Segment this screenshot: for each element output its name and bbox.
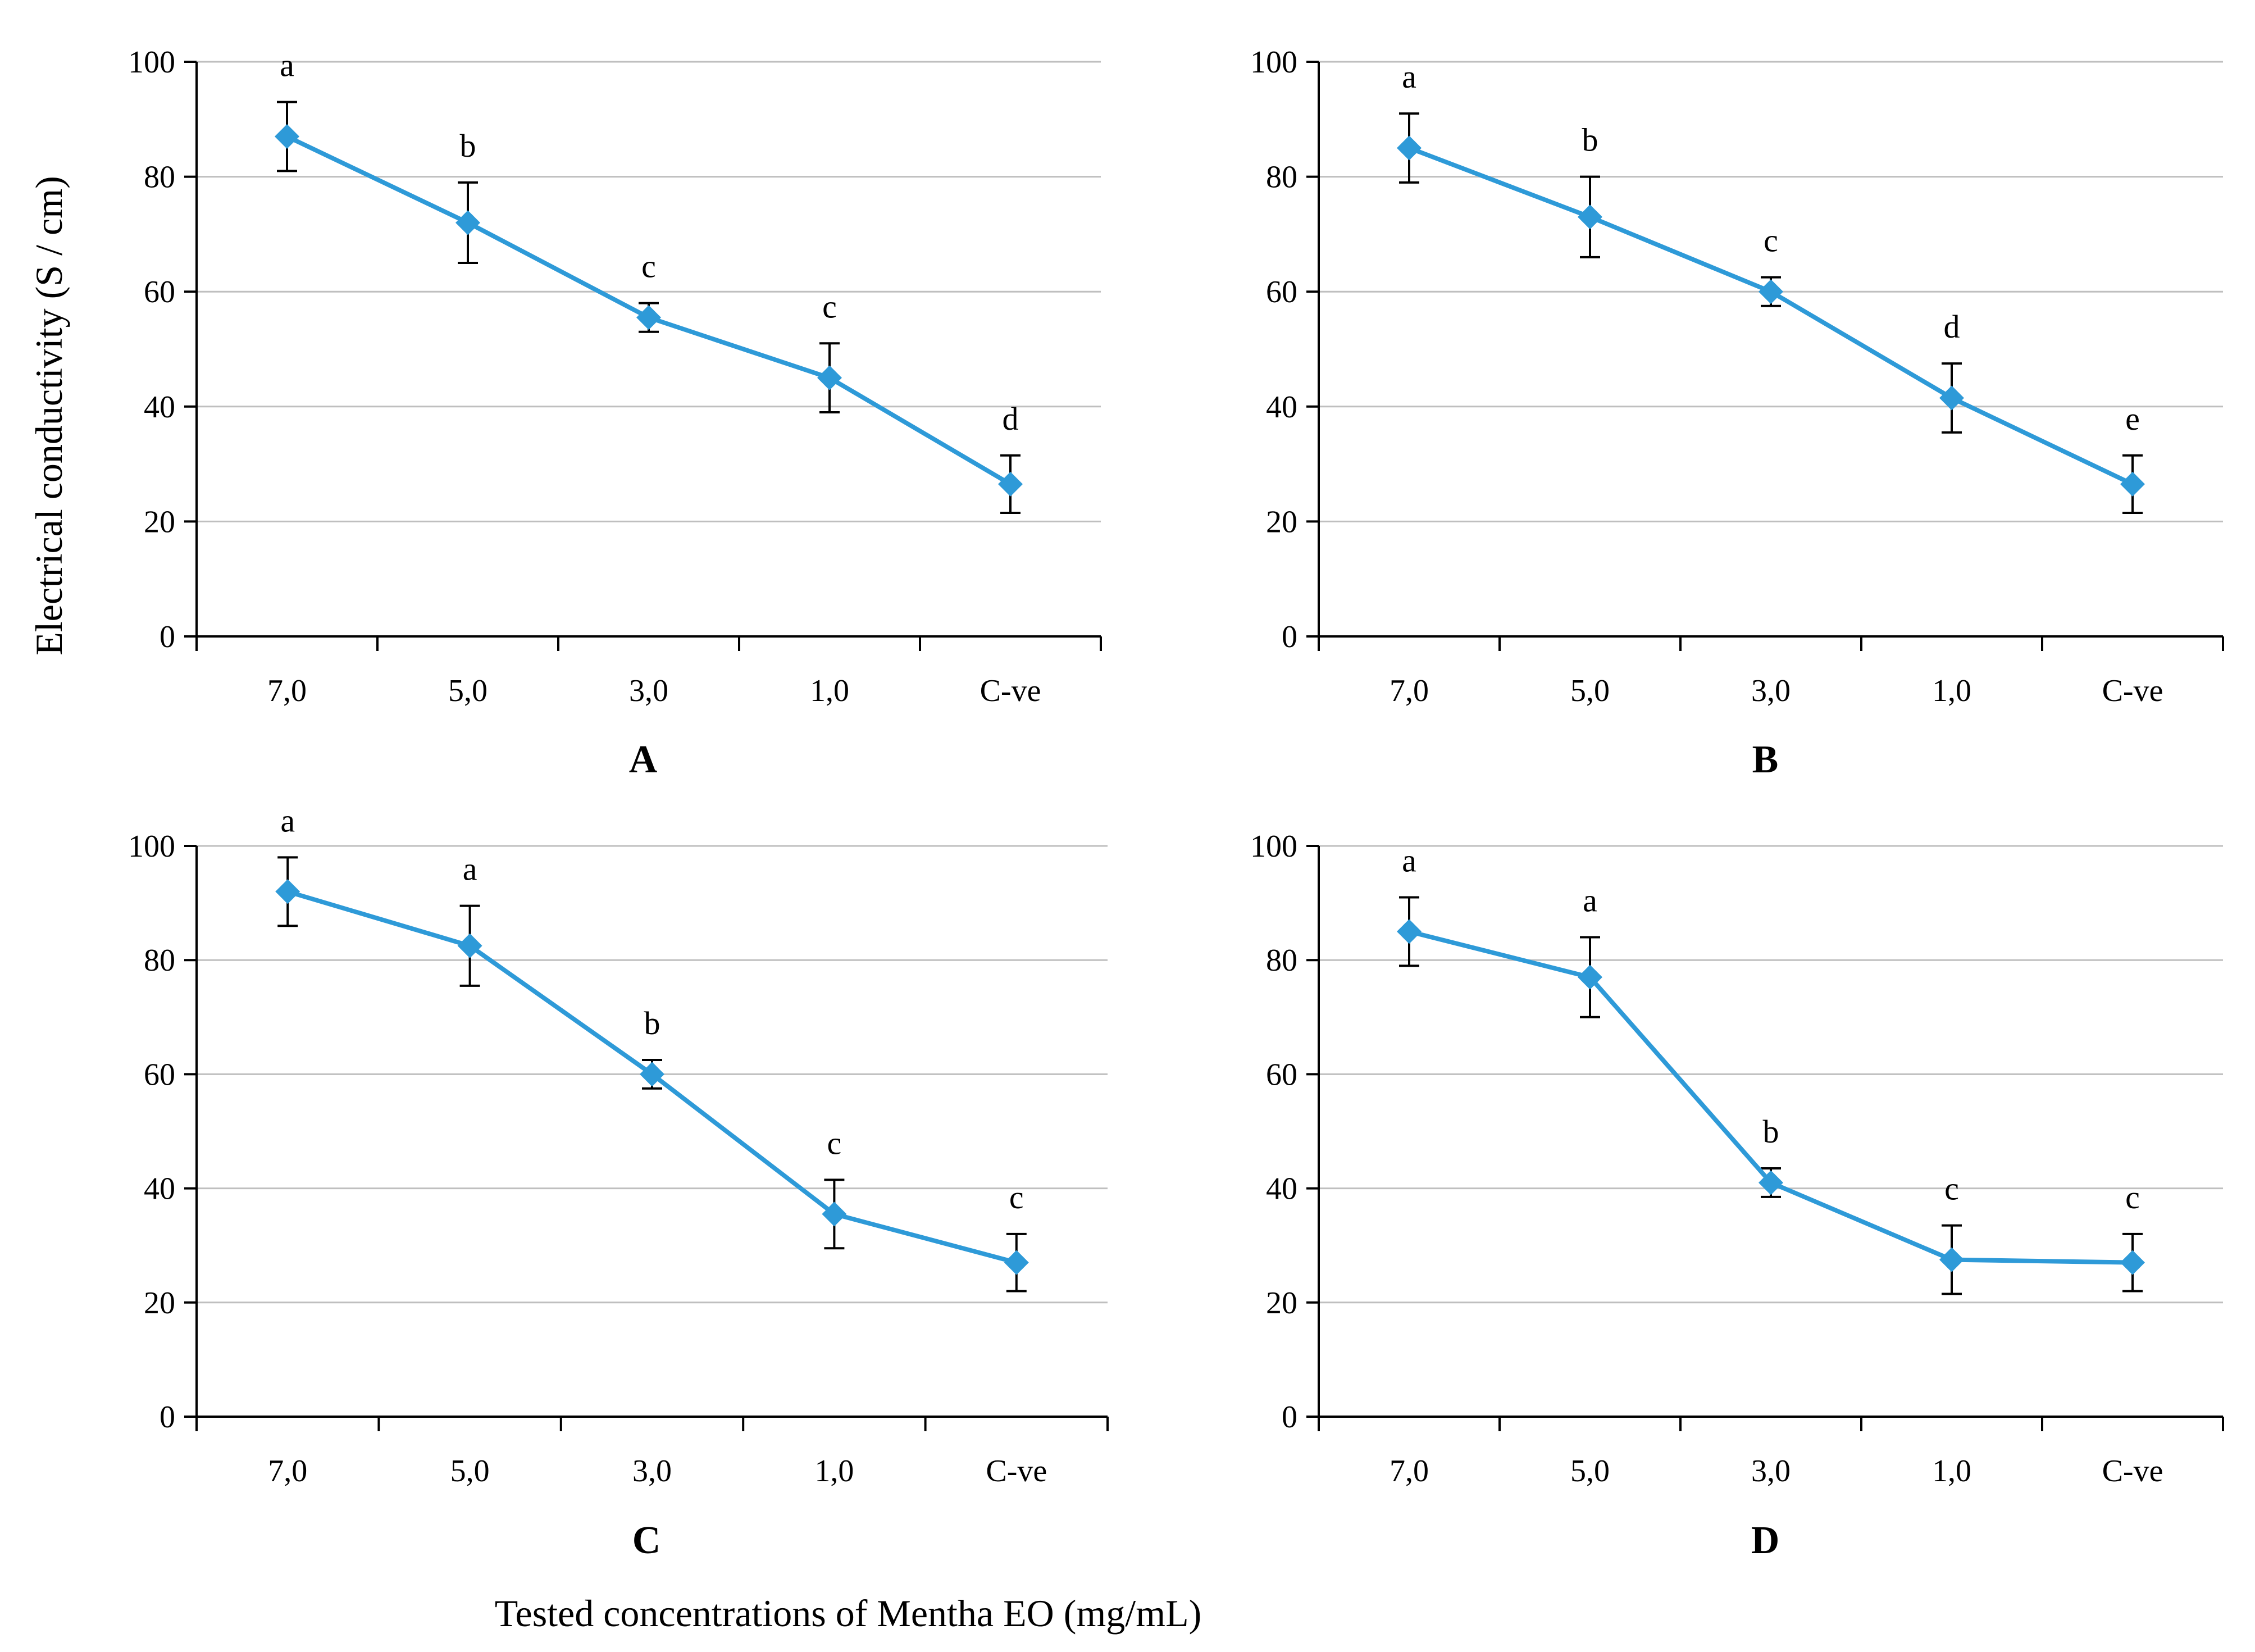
y-tick-label: 100 bbox=[1250, 45, 1297, 80]
data-point bbox=[457, 933, 482, 958]
panels-group: 0 20 40 60 80 100 7,0 5,0 3,0 1,0 C-ve a b c c d A 0 20 40 6… bbox=[128, 45, 2224, 1562]
data-point bbox=[2120, 1250, 2145, 1275]
data-point bbox=[455, 210, 480, 235]
data-point bbox=[1397, 919, 1422, 944]
x-tick-label: C-ve bbox=[2102, 1454, 2163, 1489]
panel-label: A bbox=[629, 738, 658, 781]
data-point bbox=[1004, 1250, 1029, 1275]
significance-label: a bbox=[280, 802, 295, 839]
y-tick-label: 20 bbox=[1266, 504, 1297, 539]
x-tick-label: 3,0 bbox=[1751, 1454, 1791, 1489]
y-tick-label: 60 bbox=[1266, 275, 1297, 310]
data-point bbox=[998, 471, 1023, 497]
panel-b: 0 20 40 60 80 100 7,0 5,0 3,0 1,0 C-ve a b c d e B bbox=[1250, 45, 2224, 781]
x-tick-label: 7,0 bbox=[1390, 673, 1429, 708]
significance-label: c bbox=[1009, 1179, 1024, 1216]
y-tick-label: 60 bbox=[144, 275, 175, 310]
significance-label: a bbox=[280, 47, 294, 84]
y-tick-label: 20 bbox=[1266, 1286, 1297, 1321]
significance-label: c bbox=[2125, 1179, 2140, 1216]
x-axis-title: Tested concentrations of Mentha EO (mg/m… bbox=[495, 1592, 1202, 1635]
significance-label: e bbox=[2125, 401, 2140, 437]
data-point bbox=[1578, 964, 1602, 990]
x-tick-label: 3,0 bbox=[629, 673, 668, 708]
data-point bbox=[275, 124, 299, 149]
significance-label: a bbox=[463, 851, 477, 888]
y-tick-label: 100 bbox=[128, 45, 175, 80]
data-point bbox=[2120, 471, 2145, 497]
series-line bbox=[1408, 145, 2134, 486]
significance-label: b bbox=[644, 1005, 660, 1041]
panel-c: 0 20 40 60 80 100 7,0 5,0 3,0 1,0 C-ve a a b c c C bbox=[128, 802, 1109, 1562]
data-point bbox=[640, 1062, 664, 1087]
y-tick-label: 0 bbox=[1282, 1400, 1297, 1435]
y-tick-label: 80 bbox=[144, 160, 175, 195]
panel-a: 0 20 40 60 80 100 7,0 5,0 3,0 1,0 C-ve a b c c d A bbox=[128, 45, 1102, 781]
x-tick-label: 5,0 bbox=[448, 673, 488, 708]
y-tick-label: 0 bbox=[1282, 620, 1297, 654]
x-tick-label: 1,0 bbox=[1932, 1454, 1971, 1489]
data-point bbox=[275, 879, 300, 904]
data-point bbox=[817, 365, 842, 390]
x-tick-label: 1,0 bbox=[1932, 673, 1971, 708]
x-tick-label: 7,0 bbox=[267, 673, 307, 708]
x-tick-label: 7,0 bbox=[268, 1454, 307, 1489]
y-tick-label: 60 bbox=[1266, 1057, 1297, 1092]
y-tick-label: 100 bbox=[128, 829, 175, 864]
y-axis-title: Electrical conductivity (S / cm) bbox=[28, 176, 70, 656]
x-tick-label: 1,0 bbox=[810, 673, 849, 708]
data-point bbox=[636, 305, 661, 330]
y-tick-label: 40 bbox=[1266, 1172, 1297, 1207]
x-tick-label: 3,0 bbox=[632, 1454, 672, 1489]
data-point bbox=[1578, 204, 1602, 230]
significance-label: b bbox=[1763, 1113, 1779, 1150]
significance-label: c bbox=[1944, 1171, 1959, 1207]
y-tick-label: 20 bbox=[144, 1286, 175, 1321]
data-point bbox=[1939, 385, 1964, 411]
significance-label: b bbox=[460, 128, 476, 164]
y-tick-label: 80 bbox=[144, 943, 175, 978]
panel-d: 0 20 40 60 80 100 7,0 5,0 3,0 1,0 C-ve a a b c c D bbox=[1250, 829, 2224, 1562]
x-tick-label: 5,0 bbox=[1570, 673, 1610, 708]
significance-label: a bbox=[1402, 842, 1416, 879]
data-point bbox=[1759, 1170, 1783, 1195]
significance-label: a bbox=[1583, 882, 1597, 919]
data-point bbox=[1939, 1247, 1964, 1272]
y-tick-label: 80 bbox=[1266, 943, 1297, 978]
y-tick-label: 0 bbox=[160, 1400, 175, 1435]
x-tick-label: C-ve bbox=[980, 673, 1041, 708]
x-tick-label: 5,0 bbox=[450, 1454, 490, 1489]
x-tick-label: C-ve bbox=[986, 1454, 1047, 1489]
y-tick-label: 0 bbox=[160, 620, 175, 654]
x-tick-label: 7,0 bbox=[1390, 1454, 1429, 1489]
y-tick-label: 40 bbox=[144, 390, 175, 425]
significance-label: d bbox=[1003, 401, 1019, 437]
significance-label: b bbox=[1582, 122, 1598, 158]
data-point bbox=[1759, 279, 1783, 304]
y-tick-label: 40 bbox=[1266, 390, 1297, 425]
significance-label: c bbox=[822, 288, 837, 325]
panel-label: D bbox=[1751, 1519, 1780, 1562]
y-tick-label: 40 bbox=[144, 1172, 175, 1207]
significance-label: c bbox=[641, 248, 656, 285]
panel-label: B bbox=[1752, 738, 1779, 781]
significance-label: c bbox=[1764, 222, 1778, 259]
data-point bbox=[822, 1202, 847, 1227]
significance-label: c bbox=[827, 1125, 842, 1161]
significance-label: d bbox=[1944, 308, 1960, 345]
y-tick-label: 60 bbox=[144, 1057, 175, 1092]
data-point bbox=[1397, 135, 1422, 161]
x-tick-label: C-ve bbox=[2102, 673, 2163, 708]
significance-label: a bbox=[1402, 58, 1416, 95]
series-line bbox=[1409, 929, 2133, 1265]
panel-label: C bbox=[632, 1519, 661, 1562]
y-tick-label: 100 bbox=[1250, 829, 1297, 864]
x-tick-label: 1,0 bbox=[814, 1454, 854, 1489]
x-tick-label: 5,0 bbox=[1570, 1454, 1610, 1489]
x-tick-label: 3,0 bbox=[1751, 673, 1791, 708]
y-tick-label: 80 bbox=[1266, 160, 1297, 195]
y-tick-label: 20 bbox=[144, 504, 175, 539]
